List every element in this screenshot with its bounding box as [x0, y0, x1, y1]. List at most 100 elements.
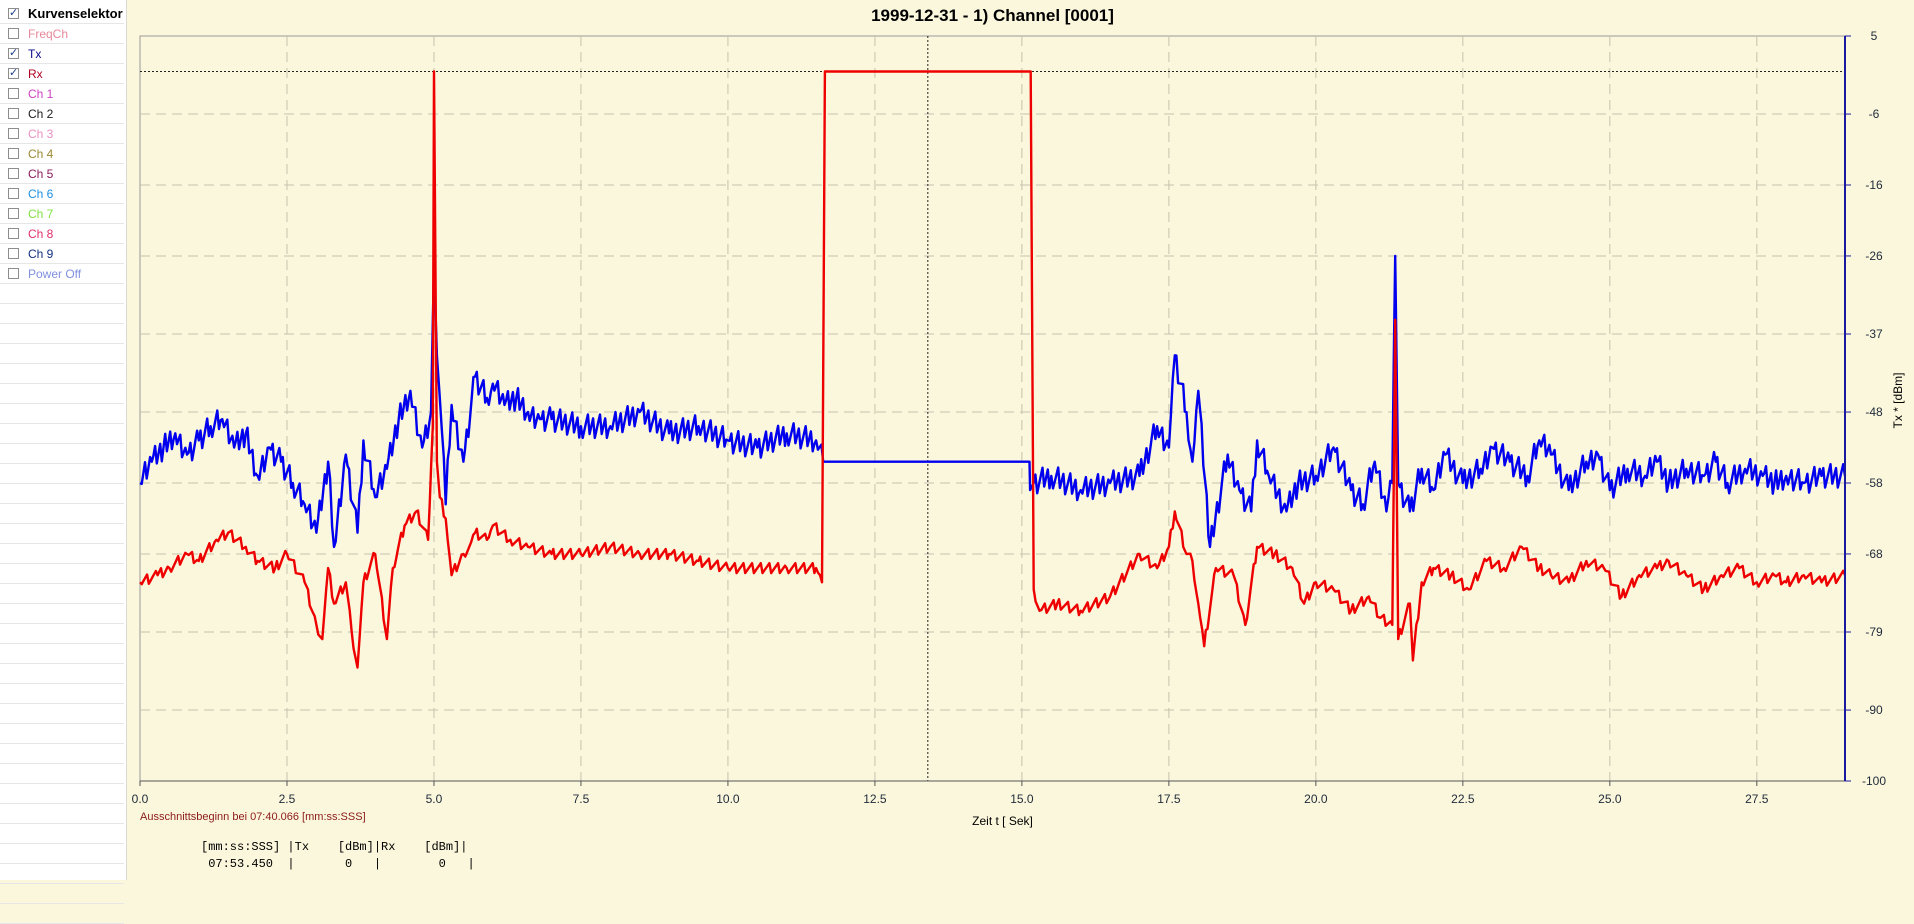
- curve-item-tx[interactable]: ✓ Tx: [0, 44, 124, 64]
- plot-background: [139, 35, 1846, 782]
- curve-item-power-off[interactable]: Power Off: [0, 264, 124, 284]
- x-tick-label: 5.0: [426, 792, 443, 806]
- empty-row: [0, 524, 124, 544]
- y-tick-label: -100: [1862, 774, 1886, 788]
- curve-item-ch-7[interactable]: Ch 7: [0, 204, 124, 224]
- curve-item-ch-9[interactable]: Ch 9: [0, 244, 124, 264]
- cursor-readout: [mm:ss:SSS] |Tx [dBm]|Rx [dBm]| 07:53.45…: [201, 839, 475, 873]
- empty-row: [0, 304, 124, 324]
- empty-row: [0, 784, 124, 804]
- y-tick-label: -68: [1865, 547, 1883, 561]
- curve-checkbox[interactable]: ✓: [8, 67, 19, 79]
- curve-checkbox[interactable]: [8, 148, 19, 159]
- chart-area: 0.0 2.5 5.0 7.5 10.0 12.5 15.0 17.5 20.0 22.5 25.0…: [132, 6, 1905, 828]
- x-tick-label: 20.0: [1304, 792, 1328, 806]
- y-tick-label: -16: [1865, 178, 1883, 192]
- curve-label: Ch 9: [28, 246, 54, 261]
- x-axis: 0.0 2.5 5.0 7.5 10.0 12.5 15.0 17.5 20.0 22.5 25.0…: [132, 780, 1845, 806]
- empty-row: [0, 344, 124, 364]
- curve-selector-header[interactable]: ✓ Kurvenselektor: [0, 4, 124, 24]
- segment-start-status: Ausschnittsbeginn bei 07:40.066 [mm:ss:S…: [140, 811, 366, 823]
- y-tick-label: -6: [1869, 107, 1880, 121]
- empty-row: [0, 404, 124, 424]
- x-tick-label: 12.5: [863, 792, 887, 806]
- curve-label: FreqCh: [28, 26, 69, 41]
- empty-row: [0, 844, 124, 864]
- curve-label: Ch 4: [28, 146, 54, 161]
- y-tick-label: -37: [1865, 327, 1883, 341]
- x-tick-label: 22.5: [1451, 792, 1475, 806]
- empty-row: [0, 764, 124, 784]
- x-tick-label: 10.0: [716, 792, 740, 806]
- curve-checkbox[interactable]: [8, 208, 19, 219]
- curve-label: Ch 7: [28, 206, 54, 221]
- empty-row: [0, 884, 124, 904]
- curve-checkbox[interactable]: [8, 108, 19, 119]
- curve-item-freqch[interactable]: FreqCh: [0, 24, 124, 44]
- curve-label: Power Off: [28, 266, 82, 281]
- empty-row: [0, 284, 124, 304]
- chart-title: 1999-12-31 - 1) Channel [0001]: [871, 6, 1114, 25]
- curve-label: Tx: [28, 46, 42, 61]
- readout-header: [mm:ss:SSS] |Tx [dBm]|Rx [dBm]|: [201, 840, 468, 854]
- curve-checkbox[interactable]: [8, 268, 19, 279]
- curve-checkbox[interactable]: [8, 128, 19, 139]
- empty-row: [0, 744, 124, 764]
- readout-values: 07:53.450 | 0 | 0 |: [201, 857, 475, 871]
- empty-row: [0, 364, 124, 384]
- empty-row: [0, 564, 124, 584]
- curve-selector-panel: ✓ Kurvenselektor FreqCh ✓ Tx ✓ Rx Ch 1 Ch 2 Ch …: [0, 0, 127, 924]
- curve-item-ch-8[interactable]: Ch 8: [0, 224, 124, 244]
- empty-row: [0, 624, 124, 644]
- empty-row: [0, 324, 124, 344]
- curve-item-ch-4[interactable]: Ch 4: [0, 144, 124, 164]
- curve-checkbox[interactable]: [8, 248, 19, 259]
- curve-item-rx[interactable]: ✓ Rx: [0, 64, 124, 84]
- empty-row: [0, 484, 124, 504]
- empty-row: [0, 644, 124, 664]
- empty-row: [0, 664, 124, 684]
- curve-checkbox[interactable]: [8, 88, 19, 99]
- x-tick-label: 17.5: [1157, 792, 1181, 806]
- series-tx-line: [139, 254, 1847, 549]
- curve-checkbox[interactable]: [8, 228, 19, 239]
- y-tick-label: -48: [1865, 405, 1883, 419]
- empty-row: [0, 864, 124, 884]
- empty-row: [0, 504, 124, 524]
- series-rx-line: [139, 70, 1847, 669]
- curve-label: Ch 1: [28, 86, 54, 101]
- curve-item-ch-1[interactable]: Ch 1: [0, 84, 124, 104]
- curve-checkbox[interactable]: ✓: [8, 47, 19, 59]
- curve-checkbox[interactable]: [8, 188, 19, 199]
- curve-item-ch-2[interactable]: Ch 2: [0, 104, 124, 124]
- y-tick-label: -79: [1865, 625, 1883, 639]
- curve-checkbox[interactable]: [8, 168, 19, 179]
- grid-lines: [140, 36, 1845, 781]
- empty-row: [0, 544, 124, 564]
- curve-selector-title: Kurvenselektor: [28, 6, 123, 21]
- y-tick-label: 5: [1871, 29, 1878, 43]
- x-tick-label: 15.0: [1010, 792, 1034, 806]
- empty-row: [0, 584, 124, 604]
- x-tick-label: 2.5: [279, 792, 296, 806]
- select-all-checkbox[interactable]: ✓: [8, 7, 19, 19]
- y-tick-label: -90: [1865, 703, 1883, 717]
- curve-item-ch-5[interactable]: Ch 5: [0, 164, 124, 184]
- empty-row: [0, 464, 124, 484]
- empty-row: [0, 724, 124, 744]
- traces: [139, 70, 1847, 669]
- x-tick-label: 27.5: [1745, 792, 1769, 806]
- empty-row: [0, 704, 124, 724]
- curve-label: Ch 8: [28, 226, 54, 241]
- empty-row: [0, 824, 124, 844]
- y-tick-label: -58: [1865, 476, 1883, 490]
- curve-checkbox[interactable]: [8, 28, 19, 39]
- curve-label: Ch 2: [28, 106, 54, 121]
- empty-row: [0, 424, 124, 444]
- x-axis-label: Zeit t [ Sek]: [972, 814, 1033, 828]
- curve-item-ch-6[interactable]: Ch 6: [0, 184, 124, 204]
- y-axis-label: Tx * [dBm]: [1891, 372, 1905, 428]
- curve-item-ch-3[interactable]: Ch 3: [0, 124, 124, 144]
- curve-label: Ch 5: [28, 166, 54, 181]
- y-axis: 5 -6 -16 -26 -37 -48 -58 -68 -79 -90 -100: [1844, 29, 1886, 788]
